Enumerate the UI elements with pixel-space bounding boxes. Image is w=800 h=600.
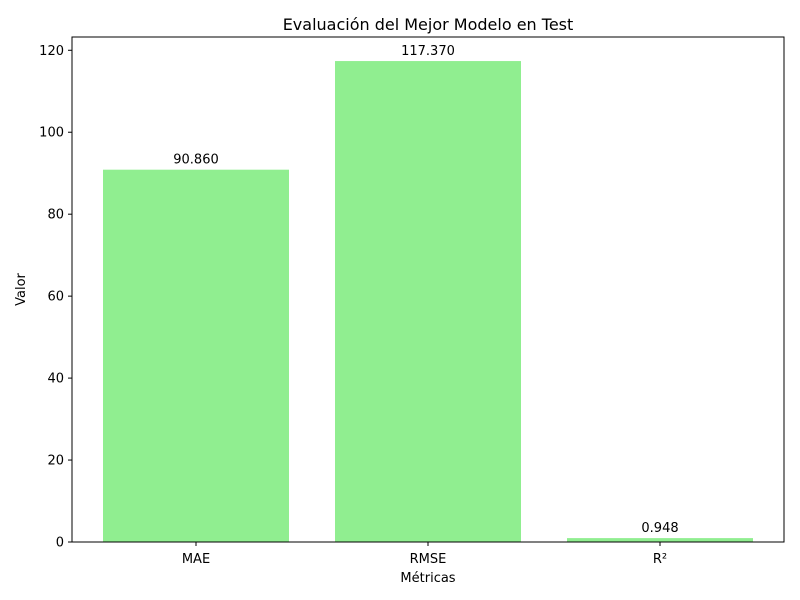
- x-tick-label-0: MAE: [182, 552, 210, 567]
- bar-2: [567, 538, 753, 542]
- y-axis-label: Valor: [14, 272, 29, 305]
- y-tick-label-2: 40: [47, 372, 64, 387]
- bar-0: [103, 169, 289, 542]
- data-label-1: 117.370: [401, 44, 455, 59]
- y-tick-label-4: 80: [47, 208, 64, 223]
- bar-1: [335, 61, 521, 543]
- y-tick-label-6: 120: [39, 44, 64, 59]
- chart-title: Evaluación del Mejor Modelo en Test: [283, 15, 574, 34]
- plot-area: 90.860 117.370 0.948: [103, 44, 753, 543]
- y-tick-label-3: 60: [47, 290, 64, 305]
- x-tick-label-2: R²: [653, 552, 667, 567]
- data-label-2: 0.948: [641, 521, 678, 536]
- x-tick-label-1: RMSE: [410, 552, 447, 567]
- x-axis-label: Métricas: [400, 571, 455, 586]
- y-tick-label-5: 100: [39, 126, 64, 141]
- y-tick-label-1: 20: [47, 454, 64, 469]
- data-label-0: 90.860: [173, 153, 219, 168]
- y-tick-label-0: 0: [56, 536, 64, 551]
